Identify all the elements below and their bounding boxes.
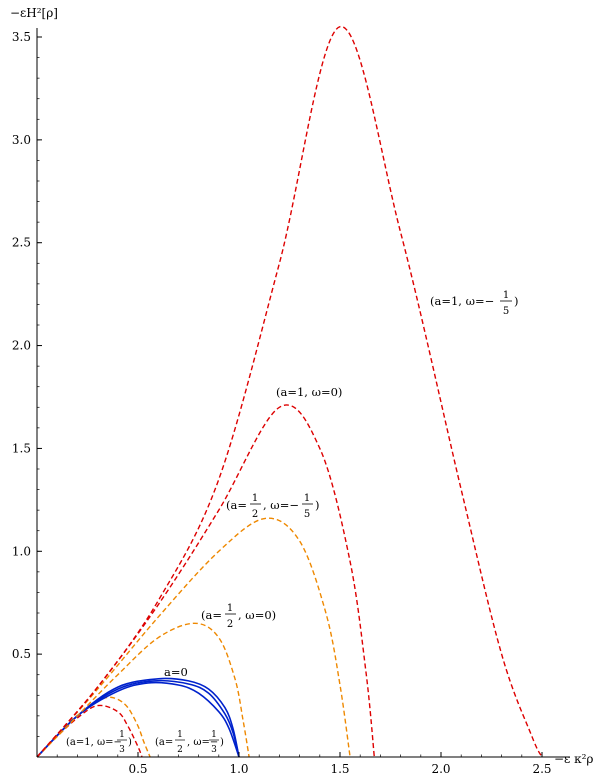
x-tick-label-2: 1.5 xyxy=(330,762,349,776)
annotation-a1-w-minus-1-5: (a=1, ω=− 1 5 ) xyxy=(430,290,519,317)
anno-num1: 1 xyxy=(252,493,258,504)
anno-num1: 1 xyxy=(177,730,183,740)
y-tick-label-1: 1.0 xyxy=(12,544,31,558)
anno-mid: , ω=− xyxy=(263,498,299,512)
anno-head: (a=1, ω=− xyxy=(66,737,122,748)
series-line-5 xyxy=(36,622,250,758)
annotation-a-half-w-minus-1-3: (a= 1 2 , ω=− 1 3 ) xyxy=(155,730,224,755)
annotation-a-half-w0: (a= 1 2 , ω=0) xyxy=(201,603,276,630)
series-layer xyxy=(36,25,543,758)
y-axis-label: −εH²[ρ] xyxy=(10,6,58,20)
annotation-a-half-w-minus-1-5: (a= 1 2 , ω=− 1 5 ) xyxy=(226,493,320,520)
anno-num: 1 xyxy=(227,603,233,614)
anno-num2: 1 xyxy=(304,493,310,504)
anno-tail: , ω=0) xyxy=(238,608,276,622)
anno-den1: 2 xyxy=(252,509,258,520)
anno-num2: 1 xyxy=(211,730,217,740)
anno-head: (a= xyxy=(201,608,222,622)
y-tick-label-3: 2.0 xyxy=(12,339,31,353)
anno-tail: ) xyxy=(128,737,132,748)
anno-mid: , ω=− xyxy=(187,737,218,748)
annotation-a1-w-minus-1-3: (a=1, ω=− 1 3 ) xyxy=(66,730,132,755)
anno-den2: 5 xyxy=(304,509,310,520)
annotation-a1-w0: (a=1, ω=0) xyxy=(276,385,342,399)
x-tick-label-1: 1.0 xyxy=(229,762,248,776)
anno-tail: ) xyxy=(315,498,320,512)
anno-den1: 2 xyxy=(177,745,183,755)
y-tick-label-4: 2.5 xyxy=(12,236,31,250)
anno-den: 5 xyxy=(503,306,509,317)
anno-head: (a=1, ω=− xyxy=(430,294,494,308)
anno-tail: ) xyxy=(220,737,224,748)
annotation-a0: a=0 xyxy=(164,665,188,679)
anno-head: (a= xyxy=(155,737,173,748)
y-tick-label-0: 0.5 xyxy=(12,647,31,661)
anno-den: 2 xyxy=(227,619,233,630)
x-tick-label-3: 2.0 xyxy=(431,762,450,776)
series-line-7 xyxy=(36,404,375,758)
x-axis-label: −ε κ²ρ xyxy=(554,752,593,766)
anno-num: 1 xyxy=(119,730,125,740)
anno-den: 3 xyxy=(119,745,125,755)
series-line-4 xyxy=(36,677,240,758)
x-tick-label-0: 0.5 xyxy=(128,762,147,776)
x-tick-label-4: 2.5 xyxy=(532,762,551,776)
tick-layer: 0.5 1.0 1.5 2.0 2.5 0.5 1.0 1.5 2.0 2.5 3.0 3.5 xyxy=(12,30,552,776)
anno-den2: 3 xyxy=(211,745,217,755)
y-tick-label-5: 3.0 xyxy=(12,133,31,147)
y-tick-label-2: 1.5 xyxy=(12,441,31,455)
series-line-8 xyxy=(36,25,543,758)
series-line-0 xyxy=(36,704,143,758)
anno-head: (a= xyxy=(226,498,247,512)
anno-tail: ) xyxy=(514,294,519,308)
series-line-6 xyxy=(36,517,351,758)
anno-num: 1 xyxy=(503,290,509,301)
y-tick-label-6: 3.5 xyxy=(12,30,31,44)
